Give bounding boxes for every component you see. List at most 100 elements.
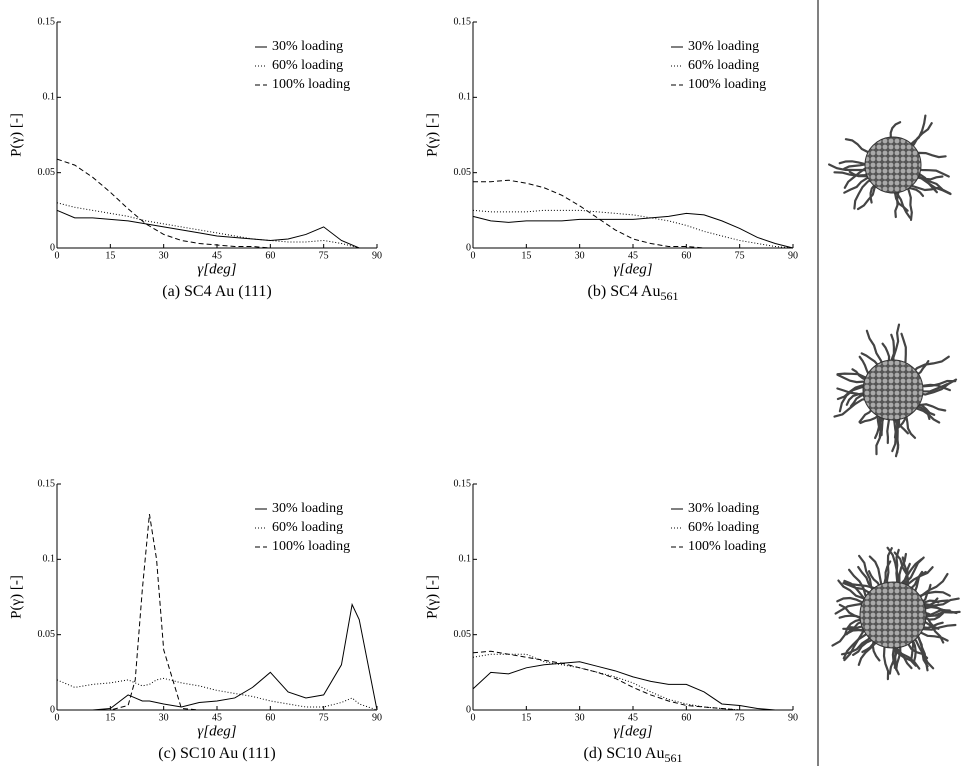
legend-label: 60% loading <box>688 58 759 73</box>
x-axis-label: γ[deg] <box>197 723 236 739</box>
caption: (c) SC10 Au (111) <box>158 745 275 762</box>
y-axis-label: P(γ) [-] <box>424 113 440 157</box>
legend-label: 60% loading <box>688 520 759 535</box>
x-tick-label: 90 <box>788 712 798 723</box>
x-tick-label: 60 <box>265 250 275 261</box>
ligand-chain <box>906 114 927 149</box>
series-line <box>56 677 378 711</box>
caption-subscript: 561 <box>664 751 682 765</box>
x-tick-label: 90 <box>372 712 382 723</box>
x-tick-label: 0 <box>55 712 60 723</box>
x-axis-label: γ[deg] <box>613 261 652 277</box>
ligand-chain <box>915 378 958 396</box>
series-line <box>472 212 794 249</box>
y-tick-label: 0 <box>466 704 471 715</box>
y-tick-label: 0.15 <box>454 16 472 27</box>
caption-text: (a) SC4 Au (111) <box>162 283 271 300</box>
x-tick-label: 45 <box>212 712 222 723</box>
series-line <box>472 661 793 711</box>
x-tick-label: 15 <box>105 250 115 261</box>
ligand-chain <box>893 412 900 458</box>
legend-label: 60% loading <box>272 520 343 535</box>
y-tick-label: 0.1 <box>459 92 472 103</box>
legend-label: 30% loading <box>272 501 343 516</box>
x-tick-label: 60 <box>265 712 275 723</box>
ligand-chain <box>828 163 873 172</box>
series-line <box>473 179 793 249</box>
legend-label: 100% loading <box>688 539 766 554</box>
series-line <box>56 209 377 249</box>
x-tick-label: 30 <box>575 250 585 261</box>
legend-label: 30% loading <box>688 501 759 516</box>
y-tick-label: 0.05 <box>454 167 472 178</box>
x-tick-label: 45 <box>628 250 638 261</box>
y-tick-label: 0 <box>466 242 471 253</box>
caption: (a) SC4 Au (111) <box>162 283 271 300</box>
y-tick-label: 0 <box>50 242 55 253</box>
y-tick-label: 0.05 <box>454 629 472 640</box>
x-tick-label: 15 <box>105 712 115 723</box>
x-tick-label: 60 <box>681 712 691 723</box>
ligand-chain <box>865 329 886 369</box>
x-tick-label: 75 <box>735 712 745 723</box>
y-tick-label: 0.05 <box>38 629 56 640</box>
y-tick-label: 0.15 <box>38 16 56 27</box>
x-tick-label: 15 <box>521 712 531 723</box>
caption-text: (c) SC10 Au (111) <box>158 745 275 762</box>
y-tick-label: 0.1 <box>43 92 56 103</box>
legend-label: 60% loading <box>272 58 343 73</box>
caption-subscript: 561 <box>660 289 678 303</box>
caption-text: (b) SC4 Au <box>588 283 661 300</box>
x-axis-label: γ[deg] <box>197 261 236 277</box>
legend-label: 100% loading <box>272 77 350 92</box>
ligand-chain <box>904 182 913 221</box>
x-tick-label: 0 <box>55 250 60 261</box>
ligand-chain <box>892 323 901 368</box>
x-tick-label: 75 <box>319 712 329 723</box>
y-tick-label: 0.1 <box>459 554 472 565</box>
series-line <box>472 650 793 711</box>
x-tick-label: 45 <box>212 250 222 261</box>
series-line <box>472 209 794 249</box>
x-tick-label: 30 <box>159 712 169 723</box>
nanoparticle-core <box>862 359 924 421</box>
x-tick-label: 0 <box>471 250 476 261</box>
legend-label: 30% loading <box>688 39 759 54</box>
y-tick-label: 0.15 <box>454 478 472 489</box>
caption: (b) SC4 Au561 <box>588 283 679 303</box>
series-line <box>56 158 377 249</box>
y-axis-label: P(γ) [-] <box>8 113 24 157</box>
x-tick-label: 75 <box>319 250 329 261</box>
y-tick-label: 0 <box>50 704 55 715</box>
caption: (d) SC10 Au561 <box>584 745 683 765</box>
x-axis-label: γ[deg] <box>613 723 652 739</box>
x-tick-label: 30 <box>159 250 169 261</box>
legend-label: 30% loading <box>272 39 343 54</box>
nanoparticle-core <box>864 136 922 194</box>
x-tick-label: 90 <box>788 250 798 261</box>
y-axis-label: P(γ) [-] <box>424 575 440 619</box>
x-tick-label: 15 <box>521 250 531 261</box>
series-line <box>56 202 377 249</box>
x-tick-label: 75 <box>735 250 745 261</box>
caption-text: (d) SC10 Au <box>584 745 665 762</box>
y-axis-label: P(γ) [-] <box>8 575 24 619</box>
x-tick-label: 90 <box>372 250 382 261</box>
series-line <box>57 514 377 711</box>
series-line <box>57 602 378 711</box>
x-tick-label: 0 <box>471 712 476 723</box>
y-tick-label: 0.05 <box>38 167 56 178</box>
legend-label: 100% loading <box>688 77 766 92</box>
ligand-chain <box>853 176 876 210</box>
y-tick-label: 0.15 <box>38 478 56 489</box>
x-tick-label: 45 <box>628 712 638 723</box>
series-line <box>472 653 793 711</box>
x-tick-label: 60 <box>681 250 691 261</box>
ligand-chain <box>910 355 950 376</box>
legend-label: 100% loading <box>272 539 350 554</box>
x-tick-label: 30 <box>575 712 585 723</box>
y-tick-label: 0.1 <box>43 554 56 565</box>
nanoparticle-core <box>859 581 927 649</box>
